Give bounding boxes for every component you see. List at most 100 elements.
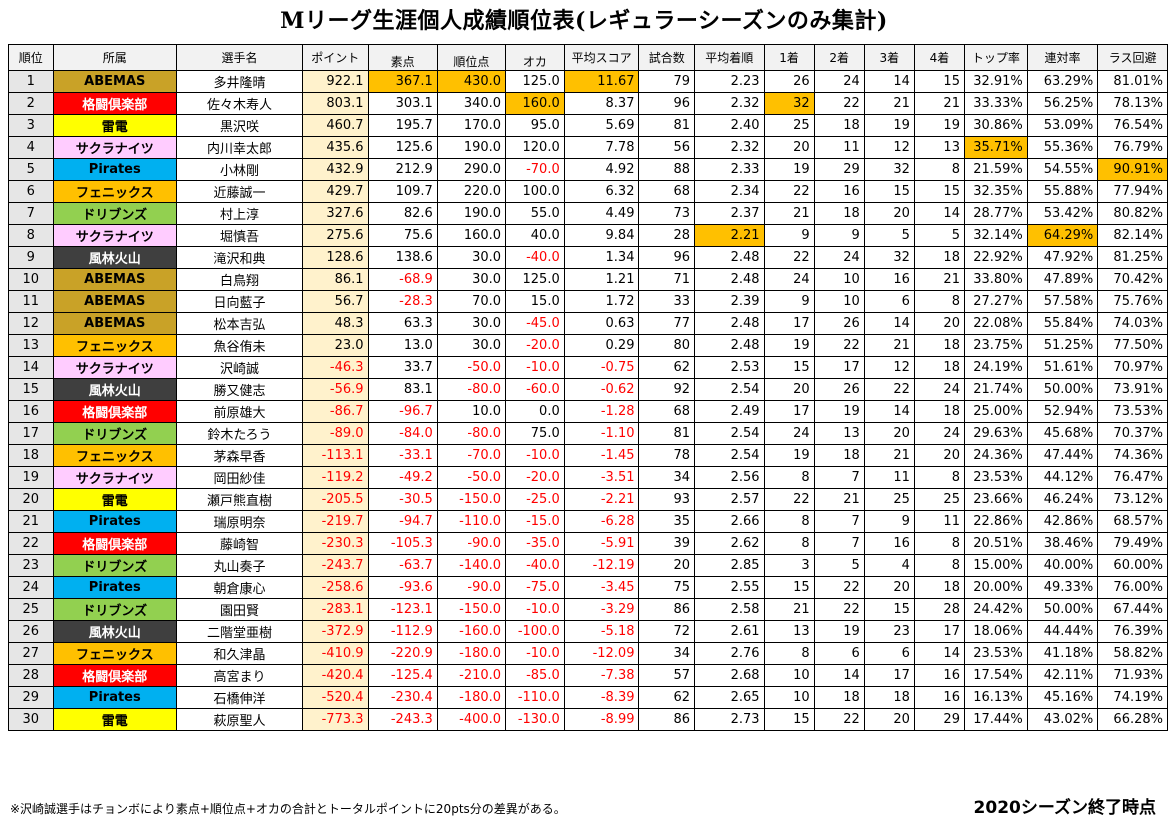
points-cell: -86.7 bbox=[301, 400, 369, 423]
rank-cell: 7 bbox=[8, 202, 54, 225]
avg-place-cell: 2.76 bbox=[694, 642, 765, 665]
placement-points-cell: -110.0 bbox=[436, 510, 507, 533]
player-name-cell: 堀慎吾 bbox=[176, 224, 303, 247]
avg-score-cell: -8.99 bbox=[563, 708, 640, 731]
rank-cell: 16 bbox=[8, 400, 54, 423]
points-cell: 803.1 bbox=[301, 92, 369, 115]
second-count-cell: 17 bbox=[813, 356, 865, 379]
team-cell: ABEMAS bbox=[52, 290, 178, 313]
oka-cell: 55.0 bbox=[505, 202, 565, 225]
avg-place-cell: 2.58 bbox=[694, 598, 765, 621]
raw-score-cell: -28.3 bbox=[367, 290, 438, 313]
points-cell: -205.5 bbox=[301, 488, 369, 511]
avg-place-cell: 2.48 bbox=[694, 268, 765, 291]
header-rank: 順位 bbox=[8, 44, 54, 71]
avg-place-cell: 2.48 bbox=[694, 334, 765, 357]
team-cell: 風林火山 bbox=[52, 378, 178, 401]
fourth-count-cell: 8 bbox=[913, 554, 965, 577]
table-row: 5 Pirates 小林剛 432.9 212.9 290.0 -70.0 4.92 88 2.3… bbox=[8, 158, 1168, 181]
team-cell: 雷電 bbox=[52, 488, 178, 511]
third-count-cell: 12 bbox=[863, 356, 915, 379]
first-count-cell: 19 bbox=[763, 444, 815, 467]
rank-cell: 15 bbox=[8, 378, 54, 401]
player-name-cell: 岡田紗佳 bbox=[176, 466, 303, 489]
third-count-cell: 19 bbox=[863, 114, 915, 137]
raw-score-cell: 83.1 bbox=[367, 378, 438, 401]
raw-score-cell: -94.7 bbox=[367, 510, 438, 533]
oka-cell: 120.0 bbox=[505, 136, 565, 159]
avg-score-cell: 6.32 bbox=[563, 180, 640, 203]
third-count-cell: 14 bbox=[863, 70, 915, 93]
games-cell: 75 bbox=[638, 576, 696, 599]
table-row: 26 風林火山 二階堂亜樹 -372.9 -112.9 -160.0 -100.0 -5.18… bbox=[8, 620, 1168, 643]
top-rate-cell: 16.13% bbox=[963, 686, 1028, 709]
top-rate-cell: 21.59% bbox=[963, 158, 1028, 181]
avg-place-cell: 2.57 bbox=[694, 488, 765, 511]
table-row: 1 ABEMAS 多井隆晴 922.1 367.1 430.0 125.0 11.67 79 2.… bbox=[8, 70, 1168, 93]
second-count-cell: 14 bbox=[813, 664, 865, 687]
games-cell: 20 bbox=[638, 554, 696, 577]
avg-score-cell: -12.19 bbox=[563, 554, 640, 577]
second-count-cell: 22 bbox=[813, 576, 865, 599]
points-cell: -219.7 bbox=[301, 510, 369, 533]
second-count-cell: 18 bbox=[813, 202, 865, 225]
second-count-cell: 19 bbox=[813, 400, 865, 423]
avg-score-cell: 1.34 bbox=[563, 246, 640, 269]
placement-points-cell: -180.0 bbox=[436, 686, 507, 709]
points-cell: -410.9 bbox=[301, 642, 369, 665]
avg-place-cell: 2.21 bbox=[694, 224, 765, 247]
first-count-cell: 22 bbox=[763, 488, 815, 511]
games-cell: 68 bbox=[638, 180, 696, 203]
fourth-count-cell: 13 bbox=[913, 136, 965, 159]
second-count-cell: 10 bbox=[813, 268, 865, 291]
first-count-cell: 20 bbox=[763, 136, 815, 159]
second-count-cell: 7 bbox=[813, 466, 865, 489]
rank-cell: 26 bbox=[8, 620, 54, 643]
third-count-cell: 25 bbox=[863, 488, 915, 511]
games-cell: 79 bbox=[638, 70, 696, 93]
rank-cell: 3 bbox=[8, 114, 54, 137]
placement-points-cell: 10.0 bbox=[436, 400, 507, 423]
fourth-count-cell: 8 bbox=[913, 532, 965, 555]
raw-score-cell: 125.6 bbox=[367, 136, 438, 159]
last-avoid-cell: 74.36% bbox=[1097, 444, 1168, 467]
third-count-cell: 20 bbox=[863, 576, 915, 599]
last-avoid-cell: 66.28% bbox=[1097, 708, 1168, 731]
table-row: 7 ドリブンズ 村上淳 327.6 82.6 190.0 55.0 4.49 73 2.37 21 1… bbox=[8, 202, 1168, 225]
raw-score-cell: 75.6 bbox=[367, 224, 438, 247]
table-row: 20 雷電 瀬戸熊直樹 -205.5 -30.5 -150.0 -25.0 -2.21 93 2.… bbox=[8, 488, 1168, 511]
top-rate-cell: 32.14% bbox=[963, 224, 1028, 247]
header-top-rate: トップ率 bbox=[963, 44, 1028, 71]
raw-score-cell: -96.7 bbox=[367, 400, 438, 423]
header-last-avoid: ラス回避 bbox=[1097, 44, 1168, 71]
header-row: 順位 所属 選手名 ポイント 素点 順位点 オカ 平均スコア 試合数 平均着順 … bbox=[8, 44, 1168, 71]
header-oka: オカ bbox=[505, 44, 565, 71]
oka-cell: -110.0 bbox=[505, 686, 565, 709]
placement-points-cell: 30.0 bbox=[436, 268, 507, 291]
avg-place-cell: 2.48 bbox=[694, 312, 765, 335]
player-name-cell: 朝倉康心 bbox=[176, 576, 303, 599]
player-name-cell: 萩原聖人 bbox=[176, 708, 303, 731]
oka-cell: -10.0 bbox=[505, 642, 565, 665]
table-row: 30 雷電 萩原聖人 -773.3 -243.3 -400.0 -130.0 -8.99 86 2… bbox=[8, 708, 1168, 731]
fourth-count-cell: 24 bbox=[913, 422, 965, 445]
header-second: 2着 bbox=[813, 44, 865, 71]
avg-score-cell: 8.37 bbox=[563, 92, 640, 115]
avg-score-cell: -12.09 bbox=[563, 642, 640, 665]
table-row: 15 風林火山 勝又健志 -56.9 83.1 -80.0 -60.0 -0.62 92 2.54… bbox=[8, 378, 1168, 401]
last-avoid-cell: 80.82% bbox=[1097, 202, 1168, 225]
games-cell: 96 bbox=[638, 246, 696, 269]
rank-cell: 2 bbox=[8, 92, 54, 115]
last-avoid-cell: 76.00% bbox=[1097, 576, 1168, 599]
points-cell: -46.3 bbox=[301, 356, 369, 379]
points-cell: -89.0 bbox=[301, 422, 369, 445]
last-avoid-cell: 79.49% bbox=[1097, 532, 1168, 555]
second-count-cell: 24 bbox=[813, 70, 865, 93]
player-name-cell: 丸山奏子 bbox=[176, 554, 303, 577]
rank-cell: 5 bbox=[8, 158, 54, 181]
player-name-cell: 魚谷侑未 bbox=[176, 334, 303, 357]
rentai-rate-cell: 49.33% bbox=[1026, 576, 1099, 599]
last-avoid-cell: 70.42% bbox=[1097, 268, 1168, 291]
second-count-cell: 26 bbox=[813, 312, 865, 335]
last-avoid-cell: 74.19% bbox=[1097, 686, 1168, 709]
